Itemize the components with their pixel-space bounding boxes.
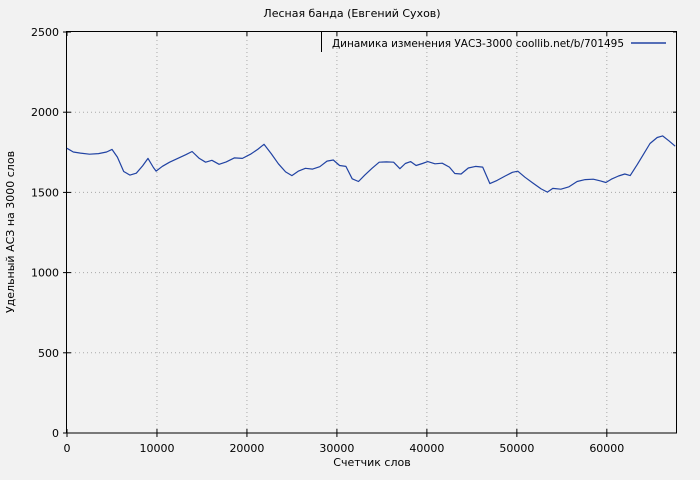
- y-tick-label: 2000: [31, 106, 59, 119]
- legend-label: Динамика изменения УАСЗ-3000 coollib.net…: [332, 37, 624, 50]
- x-axis-label: Счетчик слов: [333, 456, 410, 469]
- y-tick-label: 0: [52, 427, 59, 440]
- x-tick-label: 60000: [589, 442, 624, 455]
- x-tick-label: 20000: [229, 442, 264, 455]
- y-tick-label: 1500: [31, 186, 59, 199]
- grid-lines: [67, 32, 677, 433]
- series-polyline: [66, 135, 676, 193]
- plot-frame: [66, 31, 677, 434]
- axis-ticks: [63, 31, 677, 437]
- y-tick-label: 2500: [31, 26, 59, 39]
- y-tick-label: 1000: [31, 267, 59, 280]
- x-tick-label: 40000: [409, 442, 444, 455]
- legend: Динамика изменения УАСЗ-3000 coollib.net…: [321, 32, 666, 52]
- x-tick-label: 0: [64, 442, 71, 455]
- chart-title: Лесная банда (Евгений Сухов): [263, 7, 440, 20]
- x-tick-label: 10000: [139, 442, 174, 455]
- data-series-line: [66, 135, 676, 193]
- y-axis-label: Удельный АСЗ на 3000 слов: [4, 151, 17, 313]
- x-tick-label: 30000: [319, 442, 354, 455]
- y-tick-label: 500: [38, 347, 59, 360]
- x-tick-label: 50000: [499, 442, 534, 455]
- axis-tick-labels: 0 500 1000 1500 2000 2500 0 10000 20000 30000 4000…: [31, 26, 624, 455]
